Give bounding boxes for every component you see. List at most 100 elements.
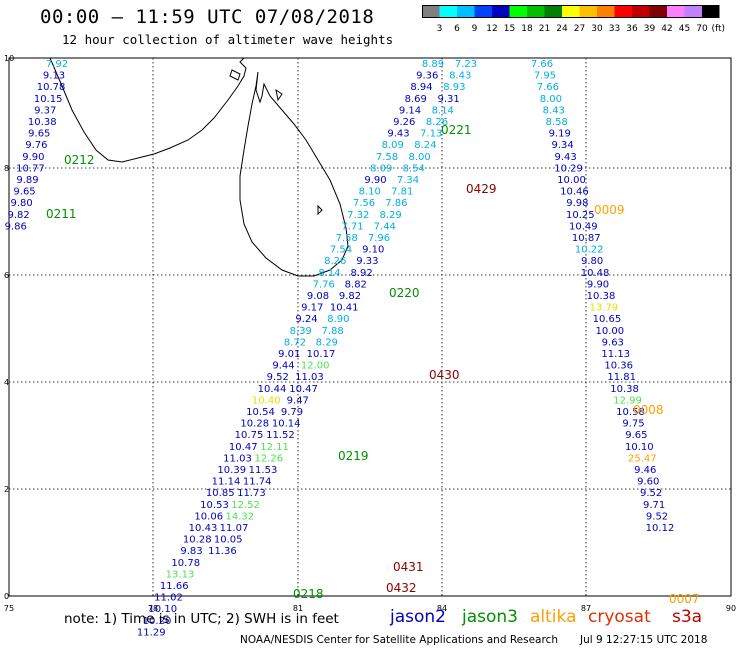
wave-height-value: 10.75 xyxy=(235,430,264,441)
wave-height-value: 9.60 xyxy=(637,477,659,488)
wave-height-value: 10.58 xyxy=(616,407,645,418)
wave-height-value: 8.10 xyxy=(359,187,381,198)
wave-height-value: 7.34 xyxy=(397,175,419,186)
wave-height-value: 25.47 xyxy=(628,453,657,464)
x-tick-label: 75 xyxy=(4,604,14,613)
wave-height-value: 9.86 xyxy=(5,221,27,232)
wave-height-value: 7.56 xyxy=(353,198,375,209)
wave-height-value: 10.85 xyxy=(206,488,235,499)
track-id-label: 0218 xyxy=(293,587,324,601)
wave-height-value: 11.73 xyxy=(237,488,266,499)
track-id-label: 0212 xyxy=(64,153,95,167)
wave-height-value: 9.43 xyxy=(554,152,576,163)
wave-height-value: 11.14 xyxy=(212,477,241,488)
wave-height-value: 11.02 xyxy=(154,593,183,604)
colorbar-tick-label: 30 xyxy=(591,24,603,33)
wave-height-value: 11.29 xyxy=(137,627,166,638)
wave-height-value: 8.69 xyxy=(405,94,427,105)
wave-height-value: 8.29 xyxy=(379,210,401,221)
wave-height-value: 8.26 xyxy=(426,117,448,128)
wave-height-value: 9.34 xyxy=(552,140,574,151)
wave-height-value: 14.32 xyxy=(225,511,254,522)
track-id-label: 0430 xyxy=(429,368,460,382)
wave-height-value: 9.13 xyxy=(43,71,65,82)
wave-height-value: 8.00 xyxy=(540,94,562,105)
wave-height-value: 8.09 xyxy=(382,140,404,151)
colorbar-swatch xyxy=(457,5,475,18)
wave-height-value: 7.95 xyxy=(534,71,556,82)
track-id-label: 0429 xyxy=(466,182,497,196)
wave-height-value: 8.92 xyxy=(350,268,372,279)
wave-height-value: 9.26 xyxy=(393,117,415,128)
wave-height-value: 10.44 xyxy=(258,384,287,395)
track-id-label: 0007 xyxy=(669,592,700,606)
wave-height-value: 10.49 xyxy=(569,221,598,232)
wave-height-value: 9.46 xyxy=(634,465,656,476)
wave-height-value: 10.28 xyxy=(183,535,212,546)
footer-timestamp: Jul 9 12:27:15 UTC 2018 xyxy=(580,634,708,646)
track-id-label: 0219 xyxy=(338,449,369,463)
wave-height-value: 10.10 xyxy=(148,604,177,615)
wave-height-value: 10.38 xyxy=(28,117,57,128)
wave-height-value: 9.90 xyxy=(364,175,386,186)
colorbar-swatch xyxy=(684,5,702,18)
colorbar-tick-label: 36 xyxy=(626,24,638,33)
wave-height-value: 9.17 xyxy=(301,303,323,314)
wave-height-value: 12.11 xyxy=(260,442,289,453)
wave-height-value: 10.29 xyxy=(554,163,583,174)
wave-height-value: 9.76 xyxy=(25,140,47,151)
colorbar-swatch xyxy=(649,5,667,18)
wave-height-value: 9.31 xyxy=(437,94,459,105)
colorbar-swatch xyxy=(474,5,492,18)
x-tick-label: 87 xyxy=(581,604,591,613)
wave-height-value: 9.19 xyxy=(549,129,571,140)
wave-height-value: 10.06 xyxy=(194,511,223,522)
wave-height-value: 8.09 xyxy=(370,163,392,174)
island-outline xyxy=(317,204,323,216)
x-tick-label: 78 xyxy=(148,604,158,613)
colorbar-tick-label: 12 xyxy=(486,24,497,33)
wave-height-value: 9.52 xyxy=(267,372,289,383)
wave-height-value: 10.40 xyxy=(252,395,281,406)
colorbar-tick-label: 45 xyxy=(679,24,690,33)
wave-height-value: 8.14 xyxy=(432,105,454,116)
wave-height-value: 9.65 xyxy=(13,187,35,198)
wave-height-value: 9.37 xyxy=(34,105,56,116)
track-id-label: 0221 xyxy=(441,123,472,137)
wave-height-value: 9.65 xyxy=(625,430,647,441)
wave-height-value: 8.43 xyxy=(449,71,471,82)
wave-height-value: 10.65 xyxy=(593,314,622,325)
colorbar-swatch xyxy=(632,5,650,18)
wave-height-value: 9.36 xyxy=(416,71,438,82)
y-tick-label: 6 xyxy=(4,271,9,280)
wave-height-value: 8.93 xyxy=(443,82,465,93)
wave-height-value: 12.99 xyxy=(613,395,642,406)
colorbar-tick-label: 15 xyxy=(504,24,515,33)
colorbar-tick-label: 24 xyxy=(556,24,568,33)
wave-height-value: 7.92 xyxy=(46,59,68,70)
colorbar-tick-label: 6 xyxy=(454,24,460,33)
wave-height-value: 11.36 xyxy=(208,546,237,557)
wave-height-value: 9.08 xyxy=(307,291,329,302)
wave-height-value: 10.28 xyxy=(240,419,269,430)
wave-height-value: 11.03 xyxy=(223,453,252,464)
wave-height-value: 10.54 xyxy=(246,407,275,418)
wave-height-value: 11.66 xyxy=(160,581,189,592)
wave-height-value: 10.14 xyxy=(272,419,301,430)
wave-height-value: 9.82 xyxy=(8,210,30,221)
wave-height-value: 9.98 xyxy=(566,198,588,209)
y-tick-label: 0 xyxy=(4,592,9,601)
wave-height-value: 9.65 xyxy=(28,129,50,140)
wave-height-value: 9.44 xyxy=(272,361,294,372)
wave-height-value: 10.77 xyxy=(16,163,45,174)
wave-height-value: 9.47 xyxy=(287,395,309,406)
wave-height-value: 8.29 xyxy=(316,337,338,348)
wave-height-value: 9.63 xyxy=(602,337,624,348)
wave-height-value: 9.80 xyxy=(581,256,603,267)
track-id-label: 0220 xyxy=(389,286,420,300)
wave-height-value: 7.23 xyxy=(455,59,477,70)
wave-height-value: 8.82 xyxy=(345,279,367,290)
track-id-label: 0008 xyxy=(633,403,664,417)
wave-height-value: 7.54 xyxy=(330,245,352,256)
